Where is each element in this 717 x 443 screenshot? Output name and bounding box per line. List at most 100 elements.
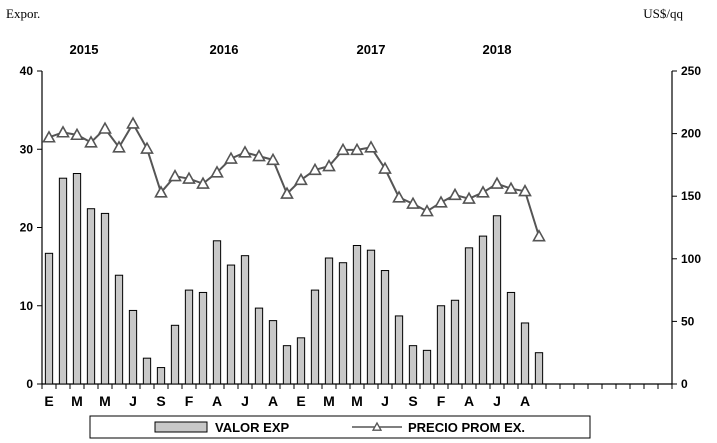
point-precio-prom (42, 130, 56, 143)
bar-valor-exp (254, 307, 264, 385)
bar-valor-exp (100, 212, 110, 385)
point-precio-prom (434, 195, 448, 208)
bar-valor-exp (506, 291, 516, 385)
legend-swatch-marker (371, 421, 383, 431)
bar-valor-exp (212, 240, 222, 385)
legend-label-valor-exp: VALOR EXP (215, 420, 289, 435)
bar-valor-exp (170, 324, 180, 385)
point-precio-prom (504, 181, 518, 194)
right-axis-tick-label: 0 (681, 377, 688, 391)
point-precio-prom (126, 116, 140, 129)
legend-swatch-bar (154, 421, 208, 433)
point-precio-prom (364, 140, 378, 153)
x-axis-month-label: M (71, 393, 83, 409)
bar-valor-exp (184, 289, 194, 385)
bar-valor-exp (72, 173, 82, 385)
line-precio-prom (48, 121, 540, 237)
point-precio-prom (462, 191, 476, 204)
left-axis-tick-label: 40 (20, 64, 34, 78)
point-precio-prom (406, 196, 420, 209)
point-precio-prom (490, 176, 504, 189)
bar-valor-exp (128, 309, 138, 385)
bar-valor-exp (352, 244, 362, 385)
x-axis-month-label: S (408, 393, 417, 409)
bar-valor-exp (226, 264, 236, 385)
x-axis-month-label: E (296, 393, 305, 409)
left-axis-tick-label: 0 (26, 377, 33, 391)
bar-valor-exp (338, 262, 348, 385)
x-axis-month-label: E (44, 393, 53, 409)
x-axis-month-label: F (437, 393, 446, 409)
bar-valor-exp (422, 349, 432, 385)
x-axis-month-label: J (129, 393, 137, 409)
bar-valor-exp (114, 274, 124, 385)
year-label: 2018 (483, 42, 512, 57)
x-axis-month-label: A (520, 393, 530, 409)
point-precio-prom (182, 171, 196, 184)
bar-valor-exp (492, 215, 502, 385)
bar-valor-exp (464, 247, 474, 385)
point-precio-prom (238, 145, 252, 158)
bar-valor-exp (282, 345, 292, 385)
point-precio-prom (154, 185, 168, 198)
x-axis-month-label: A (212, 393, 222, 409)
point-precio-prom (252, 148, 266, 162)
year-label: 2015 (70, 42, 99, 57)
point-precio-prom (378, 161, 392, 174)
right-axis-tick-label: 100 (681, 252, 701, 266)
point-precio-prom (336, 142, 350, 156)
point-precio-prom (98, 121, 112, 134)
right-axis-tick-label: 200 (681, 127, 701, 141)
bar-valor-exp (142, 357, 152, 385)
x-axis-month-label: J (493, 393, 501, 409)
bar-valor-exp (86, 208, 96, 385)
bar-valor-exp (198, 291, 208, 385)
x-axis-month-label: F (185, 393, 194, 409)
bar-valor-exp (380, 270, 390, 385)
point-precio-prom (392, 190, 406, 203)
point-precio-prom (168, 169, 182, 182)
point-precio-prom (196, 176, 210, 189)
point-precio-prom (476, 185, 490, 198)
bar-valor-exp (436, 305, 446, 385)
x-axis-month-label: A (268, 393, 278, 409)
bar-valor-exp (240, 255, 250, 385)
point-precio-prom (280, 186, 294, 199)
point-precio-prom (84, 135, 98, 148)
point-precio-prom (350, 142, 364, 156)
bar-valor-exp (520, 322, 530, 385)
bar-valor-exp (58, 177, 68, 385)
bar-valor-exp (296, 337, 306, 385)
right-axis-tick-label: 150 (681, 189, 701, 203)
point-precio-prom (420, 204, 434, 217)
year-label: 2016 (210, 42, 239, 57)
legend-box (89, 415, 591, 439)
point-precio-prom (322, 159, 336, 172)
x-axis-month-label: J (381, 393, 389, 409)
left-axis-tick-label: 30 (20, 142, 34, 156)
point-precio-prom (518, 184, 532, 197)
bar-valor-exp (394, 315, 404, 385)
bar-valor-exp (44, 252, 54, 385)
x-axis-month-label: M (323, 393, 335, 409)
bar-valor-exp (450, 299, 460, 385)
x-axis-month-label: S (156, 393, 165, 409)
x-axis-month-label: J (241, 393, 249, 409)
bar-valor-exp (324, 257, 334, 385)
point-precio-prom (266, 152, 280, 166)
point-precio-prom (532, 229, 546, 242)
left-axis-tick-label: 10 (20, 299, 34, 313)
left-axis-unit-label: Expor. (6, 6, 41, 21)
left-axis-tick-label: 20 (20, 221, 34, 235)
point-precio-prom (56, 125, 70, 138)
right-axis-tick-label: 50 (681, 314, 695, 328)
legend-label-precio-prom: PRECIO PROM EX. (408, 420, 525, 435)
bar-valor-exp (408, 345, 418, 385)
bar-valor-exp (478, 235, 488, 385)
point-precio-prom (294, 172, 308, 186)
right-axis-unit-label: US$/qq (643, 6, 683, 21)
point-precio-prom (308, 162, 322, 176)
bar-valor-exp (156, 367, 166, 385)
year-label: 2017 (357, 42, 386, 57)
